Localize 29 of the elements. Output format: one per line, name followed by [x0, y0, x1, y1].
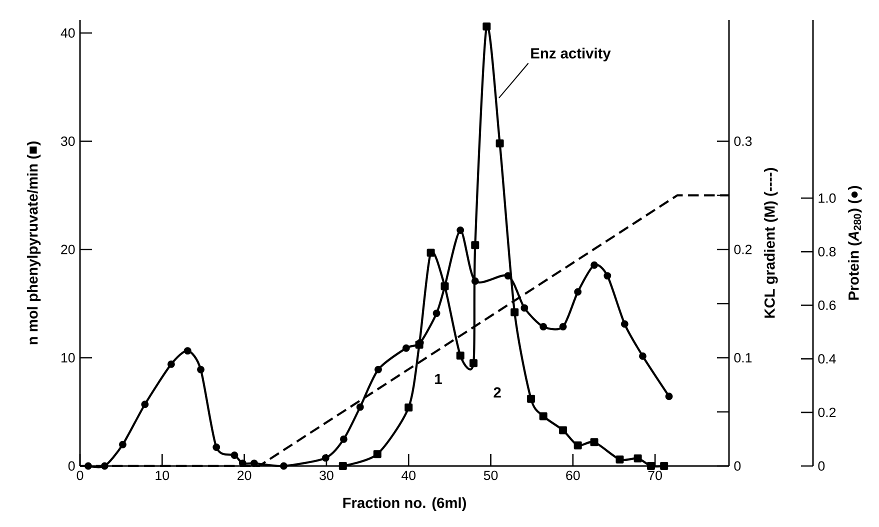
y2-tick-label: 0.3	[734, 136, 752, 146]
x-tick-label: 30	[320, 470, 334, 480]
x-tick-label: 40	[402, 470, 416, 480]
y-tick-label: 10	[61, 353, 75, 362]
x-tick-label: 50	[484, 470, 498, 480]
y3-tick-label: 0.4	[818, 354, 836, 364]
x-tick-label: 70	[648, 470, 662, 480]
y-tick-label: 30	[60, 136, 75, 146]
y3-tick-label: 1.0	[818, 193, 836, 203]
y2-axis-title: KCL gradient (M) (----)	[764, 168, 778, 318]
y2-tick-label: 0.1	[734, 353, 752, 362]
y3-tick-label: 0.6	[818, 300, 836, 310]
y3-tick-label: 0.2	[818, 408, 836, 418]
x-tick-label: 60	[566, 470, 580, 480]
annotation: Enz activity	[531, 48, 611, 62]
x-tick-label: 20	[238, 470, 252, 480]
x-tick-label: 0	[76, 470, 84, 480]
y2-tick-label: 0.2	[734, 244, 752, 254]
y-tick-label: 40	[60, 28, 75, 38]
y3-tick-label: 0.8	[818, 246, 836, 256]
y-tick-label: 0	[68, 461, 75, 471]
annotation: 1	[435, 374, 442, 384]
y2-tick-label: 0	[734, 461, 741, 471]
y3-tick-label: 0	[818, 461, 825, 471]
x-axis-title: Fraction no. (6ml)	[343, 497, 466, 511]
y-tick-label: 20	[61, 244, 75, 254]
y-axis-title: n mol phenylpyruvate/min (■)	[26, 141, 41, 344]
x-tick-label: 10	[156, 470, 170, 480]
annotation: 2	[494, 387, 501, 398]
